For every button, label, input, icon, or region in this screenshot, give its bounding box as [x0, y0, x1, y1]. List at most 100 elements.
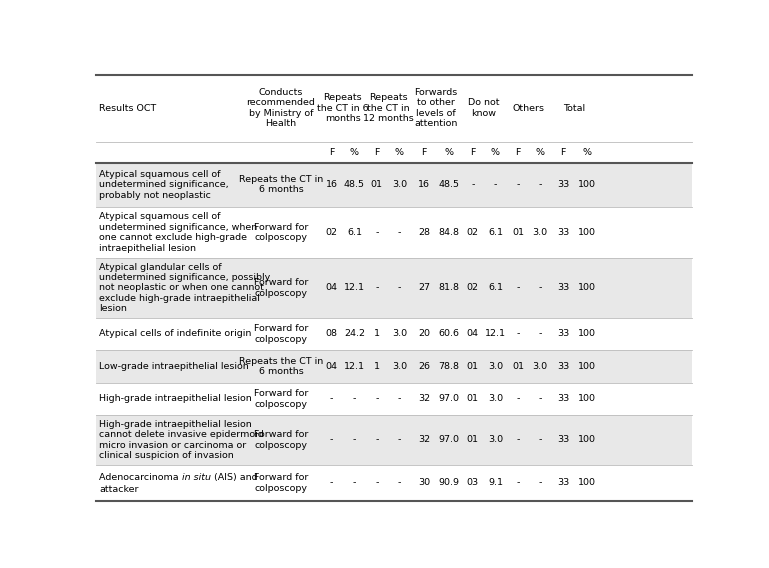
Text: -: -: [398, 436, 401, 444]
Text: Adenocarcinoma: Adenocarcinoma: [99, 473, 181, 482]
Text: 48.5: 48.5: [344, 180, 365, 189]
Text: 01: 01: [512, 362, 524, 371]
Text: -: -: [353, 478, 356, 487]
Text: 12.1: 12.1: [344, 283, 365, 293]
Text: 33: 33: [557, 180, 569, 189]
Bar: [96, 318, 692, 350]
Text: 01: 01: [467, 394, 479, 403]
Bar: [96, 207, 692, 258]
Text: Forward for
colposcopy: Forward for colposcopy: [254, 223, 308, 242]
Text: 6.1: 6.1: [347, 228, 362, 237]
Text: 100: 100: [578, 436, 596, 444]
Text: attacker: attacker: [99, 485, 138, 494]
Text: -: -: [398, 283, 401, 293]
Text: -: -: [375, 283, 378, 293]
Text: %: %: [536, 148, 544, 157]
Text: -: -: [517, 436, 520, 444]
Text: Forward for
colposcopy: Forward for colposcopy: [254, 278, 308, 298]
Text: Atypical squamous cell of
undetermined significance, when
one cannot exclude hig: Atypical squamous cell of undetermined s…: [99, 212, 258, 253]
Text: -: -: [330, 394, 333, 403]
Text: 3.0: 3.0: [392, 362, 407, 371]
Text: -: -: [398, 394, 401, 403]
Text: F: F: [515, 148, 521, 157]
Text: in situ: in situ: [181, 473, 211, 482]
Text: -: -: [517, 394, 520, 403]
Text: -: -: [538, 478, 542, 487]
Text: 33: 33: [557, 478, 569, 487]
Text: Low-grade intraepithelial lesion: Low-grade intraepithelial lesion: [99, 362, 249, 371]
Bar: [96, 162, 692, 207]
Text: 1: 1: [374, 362, 380, 371]
Text: 90.9: 90.9: [438, 478, 459, 487]
Text: 60.6: 60.6: [438, 329, 459, 339]
Text: -: -: [353, 436, 356, 444]
Text: %: %: [444, 148, 454, 157]
Text: 78.8: 78.8: [438, 362, 459, 371]
Text: Forward for
colposcopy: Forward for colposcopy: [254, 473, 308, 492]
Text: 32: 32: [418, 394, 430, 403]
Text: 3.0: 3.0: [533, 228, 548, 237]
Text: Total: Total: [564, 104, 585, 112]
Text: 100: 100: [578, 283, 596, 293]
Text: 33: 33: [557, 283, 569, 293]
Text: -: -: [538, 329, 542, 339]
Text: 84.8: 84.8: [438, 228, 459, 237]
Text: -: -: [471, 180, 474, 189]
Text: 33: 33: [557, 394, 569, 403]
Text: -: -: [538, 436, 542, 444]
Text: 100: 100: [578, 228, 596, 237]
Text: 32: 32: [418, 436, 430, 444]
Text: 48.5: 48.5: [438, 180, 459, 189]
Text: (AIS) and: (AIS) and: [211, 473, 258, 482]
Text: Atypical glandular cells of
undetermined significance, possibly
not neoplastic o: Atypical glandular cells of undetermined…: [99, 262, 271, 313]
Text: 02: 02: [325, 228, 338, 237]
Text: -: -: [353, 394, 356, 403]
Text: 3.0: 3.0: [488, 362, 503, 371]
Text: 08: 08: [325, 329, 338, 339]
Text: 3.0: 3.0: [488, 394, 503, 403]
Text: Atypical squamous cell of
undetermined significance,
probably not neoplastic: Atypical squamous cell of undetermined s…: [99, 170, 228, 199]
Text: High-grade intraepithelial lesion
cannot delete invasive epidermoid
micro invasi: High-grade intraepithelial lesion cannot…: [99, 420, 264, 460]
Text: -: -: [538, 180, 542, 189]
Bar: [96, 258, 692, 318]
Bar: [96, 465, 692, 501]
Text: 03: 03: [467, 478, 479, 487]
Text: 100: 100: [578, 394, 596, 403]
Text: %: %: [583, 148, 591, 157]
Text: -: -: [538, 394, 542, 403]
Text: 04: 04: [467, 329, 479, 339]
Text: 28: 28: [418, 228, 430, 237]
Text: -: -: [538, 283, 542, 293]
Text: F: F: [470, 148, 475, 157]
Text: Forward for
colposcopy: Forward for colposcopy: [254, 324, 308, 344]
Text: Repeats the CT in
6 months: Repeats the CT in 6 months: [238, 175, 323, 194]
Text: 04: 04: [325, 362, 338, 371]
Text: Do not
know: Do not know: [468, 98, 499, 118]
Text: -: -: [517, 329, 520, 339]
Text: -: -: [375, 228, 378, 237]
Text: 6.1: 6.1: [488, 283, 503, 293]
Bar: [96, 383, 692, 415]
Bar: [96, 415, 692, 465]
Text: -: -: [398, 228, 401, 237]
Text: 01: 01: [467, 362, 479, 371]
Text: -: -: [398, 478, 401, 487]
Text: 02: 02: [467, 228, 479, 237]
Text: Others: Others: [512, 104, 544, 112]
Text: -: -: [375, 436, 378, 444]
Text: 16: 16: [325, 180, 338, 189]
Text: 33: 33: [557, 228, 569, 237]
Text: F: F: [561, 148, 566, 157]
Text: -: -: [330, 436, 333, 444]
Text: %: %: [350, 148, 359, 157]
Text: 16: 16: [418, 180, 430, 189]
Text: -: -: [330, 478, 333, 487]
Text: -: -: [517, 283, 520, 293]
Text: 1: 1: [374, 329, 380, 339]
Text: 20: 20: [418, 329, 430, 339]
Text: 100: 100: [578, 180, 596, 189]
Text: 100: 100: [578, 329, 596, 339]
Text: 9.1: 9.1: [488, 478, 503, 487]
Text: %: %: [395, 148, 404, 157]
Text: 12.1: 12.1: [344, 362, 365, 371]
